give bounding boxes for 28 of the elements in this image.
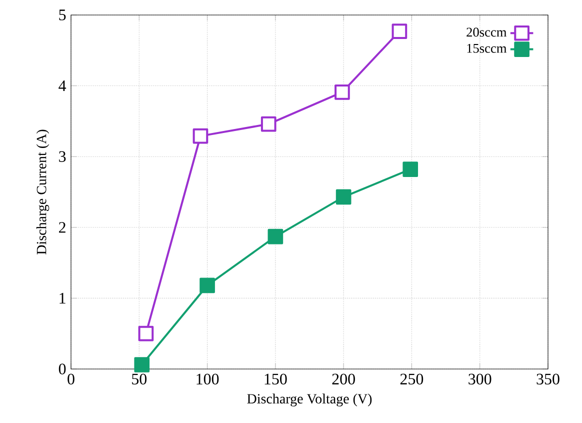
x-axis-title: Discharge Voltage (V) <box>247 394 372 406</box>
x-tick-label: 100 <box>196 374 219 384</box>
point <box>268 228 284 244</box>
point <box>200 278 215 294</box>
x-tick-label: 350 <box>536 374 560 384</box>
legend-label: 15sccm <box>467 44 507 53</box>
x-tick-label: 150 <box>264 374 287 384</box>
point <box>134 357 150 372</box>
y-axis-title: Discharge Current (A) <box>36 130 50 254</box>
point <box>392 24 408 39</box>
legend-label: 20sccm <box>466 28 507 37</box>
y-tick-label: 1 <box>60 292 66 304</box>
point <box>336 189 352 205</box>
x-tick-label: 200 <box>332 374 355 384</box>
y-tick-label: 5 <box>59 10 66 20</box>
x-tick-label: 300 <box>468 374 492 384</box>
y-tick-label: 4 <box>58 80 66 92</box>
x-tick-label: 250 <box>400 374 424 384</box>
y-tick-label: 0 <box>58 364 66 374</box>
y-tick-label: 3 <box>59 151 66 162</box>
point <box>138 326 154 342</box>
point <box>402 162 418 178</box>
x-tick-label: 0 <box>68 374 74 384</box>
point <box>192 128 208 144</box>
y-tick-label: 2 <box>59 222 66 233</box>
point <box>334 84 350 100</box>
x-tick-label: 50 <box>132 374 147 384</box>
point <box>260 116 276 132</box>
